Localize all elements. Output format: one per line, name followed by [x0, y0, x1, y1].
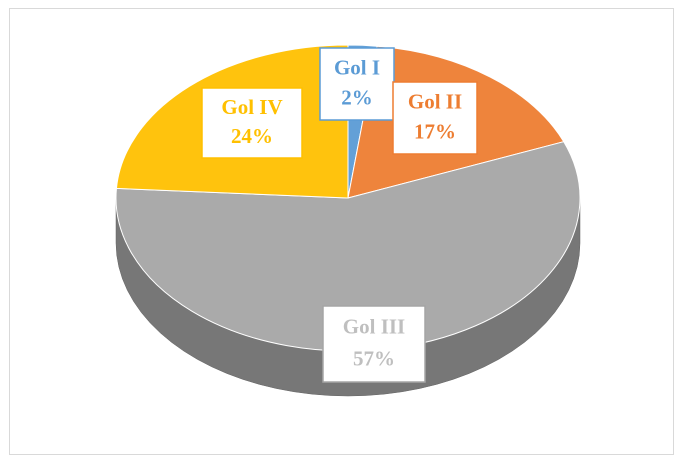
data-label: 17%: [414, 120, 456, 144]
category-label: Gol II: [408, 89, 462, 113]
category-label: Gol III: [343, 315, 405, 339]
label-box: [392, 81, 478, 155]
category-label: Gol IV: [221, 95, 282, 119]
data-label: 57%: [353, 347, 395, 371]
data-label: 2%: [341, 86, 373, 110]
label-box: [319, 47, 395, 121]
label-box: [322, 305, 426, 383]
data-label: 24%: [231, 124, 273, 148]
category-label: Gol I: [334, 55, 380, 79]
label-box: [201, 87, 303, 159]
